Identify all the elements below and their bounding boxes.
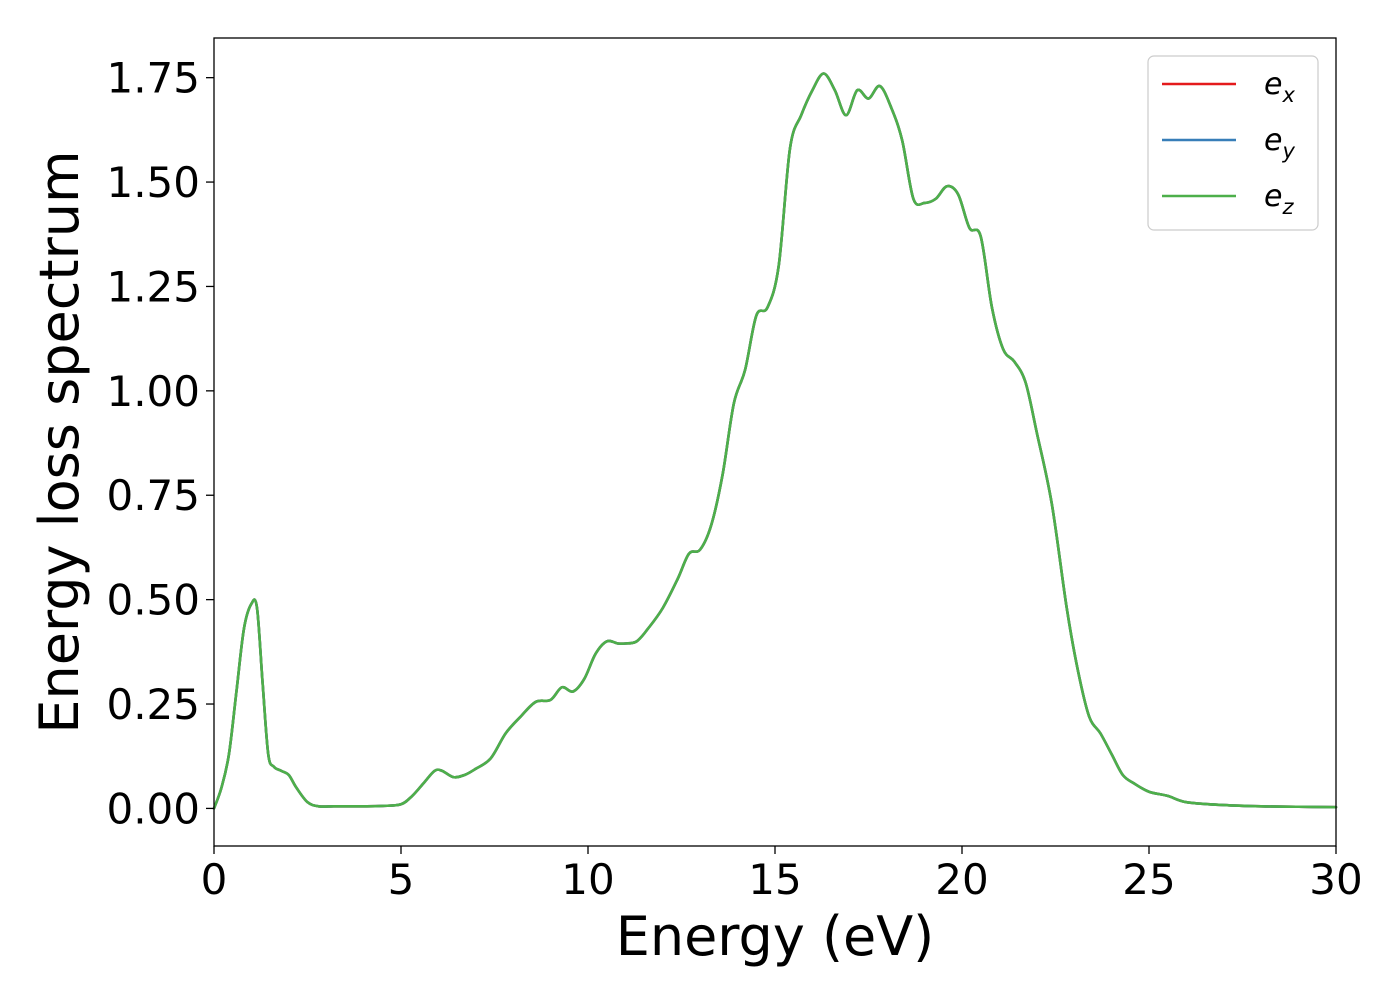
x-tick-label: 5 [388, 855, 415, 904]
y-tick-label: 0.75 [106, 471, 200, 520]
legend-label-x: ex [1264, 67, 1295, 107]
y-tick-label: 1.75 [106, 54, 200, 103]
y-tick-label: 1.00 [106, 367, 200, 416]
y-tick-label: 1.25 [106, 262, 200, 311]
series-line-z [212, 72, 1338, 810]
x-tick-label: 0 [201, 855, 228, 904]
y-tick-label: 0.25 [106, 680, 200, 729]
y-tick-label: 0.50 [106, 576, 200, 625]
x-tick-label: 25 [1122, 855, 1175, 904]
x-tick-label: 20 [935, 855, 988, 904]
legend: ex ey ez [1147, 55, 1319, 231]
x-axis-ticks: 0 5 10 15 20 25 30 [201, 846, 1363, 904]
legend-label-z: ez [1264, 179, 1294, 219]
legend-box [1147, 55, 1319, 231]
y-tick-label: 1.50 [106, 158, 200, 207]
y-tick-label: 0.00 [106, 784, 200, 833]
y-axis-ticks: 0.00 0.25 0.50 0.75 1.00 1.25 1.50 1.75 [106, 54, 214, 833]
series-layer [212, 72, 1338, 810]
x-tick-label: 15 [748, 855, 801, 904]
legend-label-y: ey [1264, 123, 1295, 163]
x-tick-label: 30 [1309, 855, 1362, 904]
x-tick-label: 10 [561, 855, 614, 904]
x-axis-title: Energy (eV) [616, 905, 935, 968]
y-axis-title: Energy loss spectrum [28, 150, 91, 733]
